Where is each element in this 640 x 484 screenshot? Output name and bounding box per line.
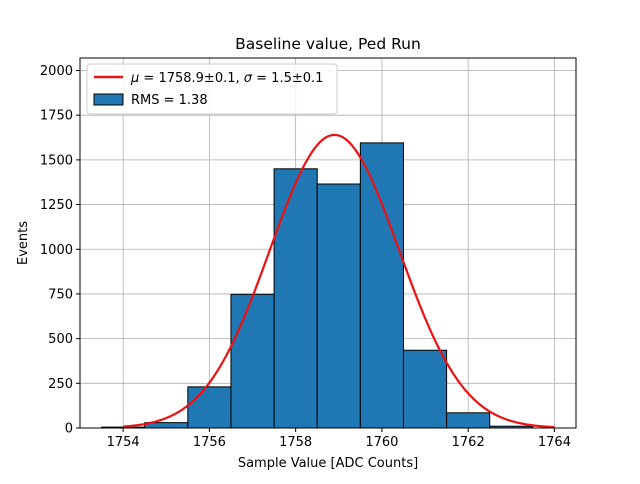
histogram-bars <box>101 142 534 429</box>
y-axis-ticks: 0 250 500 750 1000 1250 1500 1750 2000 <box>40 64 80 437</box>
y-tick-label: 750 <box>48 287 73 302</box>
histogram-bar <box>273 168 318 429</box>
y-tick-label: 1000 <box>40 243 73 258</box>
legend-histogram-label: RMS = 1.38 <box>131 93 208 108</box>
y-tick-label: 1250 <box>40 198 73 213</box>
legend-sigma-value: = 1.5±0.1 <box>252 71 323 86</box>
histogram-bar <box>402 349 448 429</box>
x-axis-ticks: 1754 1756 1758 1760 1762 1764 <box>107 428 571 450</box>
y-tick-label: 2000 <box>40 64 73 79</box>
y-tick-label: 1750 <box>40 109 73 124</box>
chart-title: Baseline value, Ped Run <box>235 35 421 53</box>
plot-frame <box>79 57 577 429</box>
legend-fit-label: μ = 1758.9±0.1, σ = 1.5±0.1 <box>130 71 323 86</box>
histogram-bar <box>187 386 232 429</box>
x-tick-label: 1764 <box>538 435 571 450</box>
histogram-bar <box>446 412 491 429</box>
legend-histogram-patch-swatch <box>93 93 124 106</box>
x-axis-title: Sample Value [ADC Counts] <box>238 456 418 471</box>
y-tick-label: 1500 <box>40 153 73 168</box>
y-tick-label: 0 <box>65 422 73 437</box>
legend-box <box>86 63 338 115</box>
legend-mu-value: = 1758.9±0.1, <box>139 71 243 86</box>
x-tick-label: 1758 <box>279 435 312 450</box>
gaussian-fit-curve <box>123 133 555 429</box>
legend: μ = 1758.9±0.1, σ = 1.5±0.1 RMS = 1.38 <box>86 63 338 115</box>
y-axis-title: Events <box>16 221 31 265</box>
x-tick-label: 1756 <box>193 435 226 450</box>
histogram-bar <box>359 142 404 429</box>
x-tick-label: 1760 <box>365 435 398 450</box>
legend-mu-symbol: μ <box>130 71 139 86</box>
y-tick-label: 250 <box>48 377 73 392</box>
legend-sigma-symbol: σ <box>244 71 253 86</box>
fit-curve-group <box>123 133 555 429</box>
histogram-bar <box>230 293 275 429</box>
x-tick-label: 1754 <box>107 435 140 450</box>
y-tick-label: 500 <box>48 332 73 347</box>
x-tick-label: 1762 <box>452 435 485 450</box>
histogram-bar <box>316 183 361 429</box>
